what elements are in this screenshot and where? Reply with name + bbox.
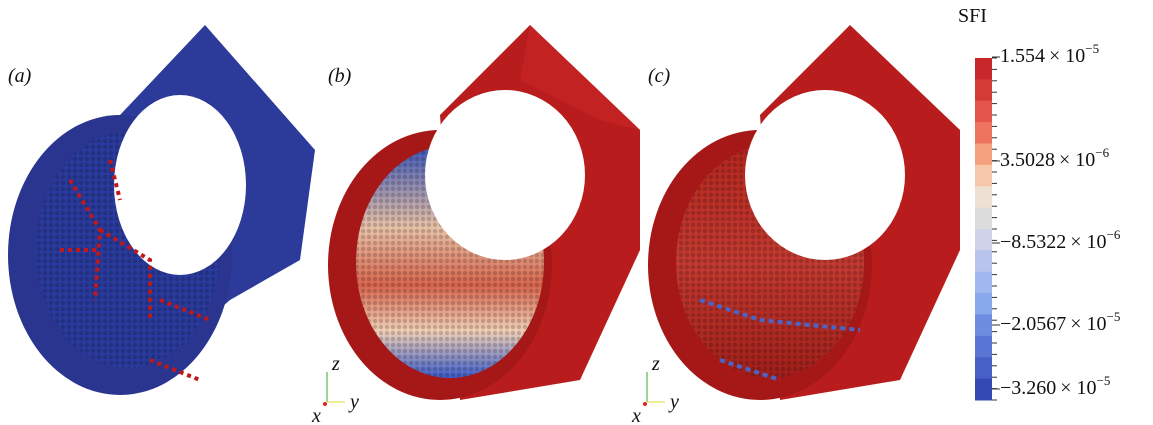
panel-label: (b) [328, 65, 352, 87]
panel-label: (a) [8, 65, 32, 87]
colorbar-tick-label: −3.260× 10−5 [1000, 373, 1110, 399]
colorbar-segment [975, 122, 992, 144]
colorbar-segment [975, 293, 992, 315]
colorbar-segment [975, 250, 992, 272]
colorbar-segment [975, 101, 992, 123]
axis-label: x [311, 405, 321, 425]
colorbar-tick-label: 3.5028× 10−6 [1000, 145, 1110, 171]
colorbar-segment [975, 58, 992, 80]
mantissa: −3.260 [1000, 377, 1056, 399]
exponent: −5 [1085, 41, 1099, 56]
mantissa: −2.0567 [1000, 313, 1066, 335]
times: × 10 [1070, 231, 1106, 253]
colorbar-tick-label: −2.0567× 10−5 [1000, 309, 1120, 335]
figure: (a) (b) (c) z y x z y x SFI 1.554× 10− [0, 0, 1153, 425]
colorbar-segment [975, 208, 992, 230]
colorbar-segment [975, 379, 992, 401]
mantissa: 1.554 [1000, 45, 1045, 67]
times: × 10 [1059, 149, 1095, 171]
panel-label: (c) [648, 65, 671, 87]
exponent: −6 [1107, 227, 1121, 242]
axis-label: y [348, 391, 359, 413]
colorbar-segment [975, 79, 992, 101]
mantissa: −8.5322 [1000, 231, 1066, 253]
exponent: −5 [1107, 309, 1121, 324]
colorbar-segment [975, 186, 992, 208]
colorbar-segment [975, 336, 992, 358]
axis-label: x [631, 405, 641, 425]
colorbar-segment [975, 229, 992, 251]
colorbar: 1.554× 10−53.5028× 10−6−8.5322× 10−6−2.0… [975, 41, 1121, 401]
colorbar-segment [975, 315, 992, 337]
axis-label: z [651, 353, 660, 375]
colorbar-segment [975, 165, 992, 187]
colorbar-segment [975, 272, 992, 294]
axis-label: y [668, 391, 679, 413]
axis-label: z [331, 353, 340, 375]
times: × 10 [1049, 45, 1085, 67]
times: × 10 [1070, 313, 1106, 335]
tube-c [648, 25, 960, 400]
tube-a [0, 0, 320, 400]
colorbar-segment [975, 357, 992, 379]
tube-b [328, 25, 640, 400]
colorbar-tick-label: 1.554× 10−5 [1000, 41, 1099, 67]
axes-triad: z y x [631, 353, 679, 425]
colorbar-tick-label: −8.5322× 10−6 [1000, 227, 1121, 253]
colorbar-title: SFI [958, 5, 987, 27]
colorbar-segment [975, 144, 992, 166]
times: × 10 [1060, 377, 1096, 399]
exponent: −5 [1097, 373, 1111, 388]
mantissa: 3.5028 [1000, 149, 1055, 171]
exponent: −6 [1095, 145, 1109, 160]
